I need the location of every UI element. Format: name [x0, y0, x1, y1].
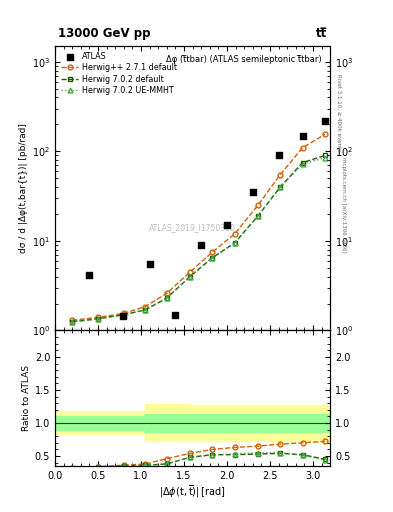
Text: ATLAS_2019_I1750330: ATLAS_2019_I1750330: [149, 224, 236, 232]
Herwig++ 2.7.1 default: [70, 317, 75, 324]
ATLAS: [85, 270, 92, 279]
Herwig 7.0.2 default: [210, 254, 215, 261]
Herwig++ 2.7.1 default: [210, 249, 215, 255]
Line: Herwig 7.0.2 default: Herwig 7.0.2 default: [70, 153, 327, 324]
Herwig 7.0.2 UE-MMHT: [255, 213, 260, 219]
Herwig++ 2.7.1 default: [143, 304, 148, 310]
Herwig 7.0.2 UE-MMHT: [121, 312, 126, 318]
Herwig 7.0.2 UE-MMHT: [210, 254, 215, 261]
ATLAS: [275, 152, 282, 160]
Herwig 7.0.2 UE-MMHT: [187, 273, 192, 280]
Herwig 7.0.2 UE-MMHT: [300, 161, 305, 167]
Herwig 7.0.2 UE-MMHT: [70, 319, 75, 325]
Herwig 7.0.2 default: [164, 295, 169, 301]
Herwig 7.0.2 default: [121, 312, 126, 318]
Y-axis label: dσ / d |Δφ(t,bar{t})| [pb/rad]: dσ / d |Δφ(t,bar{t})| [pb/rad]: [18, 123, 28, 253]
Herwig 7.0.2 default: [232, 240, 237, 246]
Text: mcplots.cern.ch [arXiv:1306.3436]: mcplots.cern.ch [arXiv:1306.3436]: [341, 157, 346, 252]
ATLAS: [120, 312, 126, 320]
Herwig 7.0.2 UE-MMHT: [143, 307, 148, 313]
Herwig 7.0.2 UE-MMHT: [278, 184, 283, 190]
Line: Herwig++ 2.7.1 default: Herwig++ 2.7.1 default: [70, 132, 327, 323]
Herwig 7.0.2 default: [255, 213, 260, 219]
Herwig 7.0.2 UE-MMHT: [232, 240, 237, 246]
Herwig++ 2.7.1 default: [164, 290, 169, 296]
Herwig++ 2.7.1 default: [232, 231, 237, 237]
Herwig 7.0.2 default: [278, 184, 283, 190]
ATLAS: [299, 132, 306, 140]
Herwig++ 2.7.1 default: [255, 202, 260, 208]
Legend: ATLAS, Herwig++ 2.7.1 default, Herwig 7.0.2 default, Herwig 7.0.2 UE-MMHT: ATLAS, Herwig++ 2.7.1 default, Herwig 7.…: [59, 50, 178, 97]
ATLAS: [322, 117, 328, 125]
Text: 13000 GeV pp: 13000 GeV pp: [58, 27, 150, 40]
Herwig 7.0.2 default: [143, 307, 148, 313]
Text: Rivet 3.1.10, ≥ 400k events: Rivet 3.1.10, ≥ 400k events: [336, 74, 341, 151]
Herwig 7.0.2 default: [95, 316, 100, 322]
Text: Δφ (t̅tbar) (ATLAS semileptonic t̅tbar): Δφ (t̅tbar) (ATLAS semileptonic t̅tbar): [166, 55, 322, 63]
ATLAS: [250, 188, 256, 196]
ATLAS: [198, 241, 204, 249]
Herwig 7.0.2 UE-MMHT: [323, 155, 327, 161]
Herwig 7.0.2 default: [323, 153, 327, 159]
Text: tt̅: tt̅: [316, 27, 327, 40]
ATLAS: [172, 311, 178, 319]
Herwig 7.0.2 UE-MMHT: [95, 316, 100, 322]
ATLAS: [224, 221, 230, 229]
Herwig 7.0.2 UE-MMHT: [164, 295, 169, 301]
Herwig++ 2.7.1 default: [323, 131, 327, 137]
Herwig++ 2.7.1 default: [95, 314, 100, 321]
Herwig 7.0.2 default: [70, 319, 75, 325]
ATLAS: [147, 260, 153, 268]
Line: Herwig 7.0.2 UE-MMHT: Herwig 7.0.2 UE-MMHT: [70, 155, 327, 324]
Herwig++ 2.7.1 default: [278, 172, 283, 178]
X-axis label: $|\Delta\phi(\mathrm{t},\overline{\mathrm{t}})|\,[\mathrm{rad}]$: $|\Delta\phi(\mathrm{t},\overline{\mathr…: [159, 483, 226, 500]
Herwig 7.0.2 default: [300, 160, 305, 166]
Herwig 7.0.2 default: [187, 273, 192, 280]
Herwig++ 2.7.1 default: [300, 144, 305, 151]
Herwig++ 2.7.1 default: [187, 269, 192, 275]
Y-axis label: Ratio to ATLAS: Ratio to ATLAS: [22, 365, 31, 431]
Herwig++ 2.7.1 default: [121, 310, 126, 316]
